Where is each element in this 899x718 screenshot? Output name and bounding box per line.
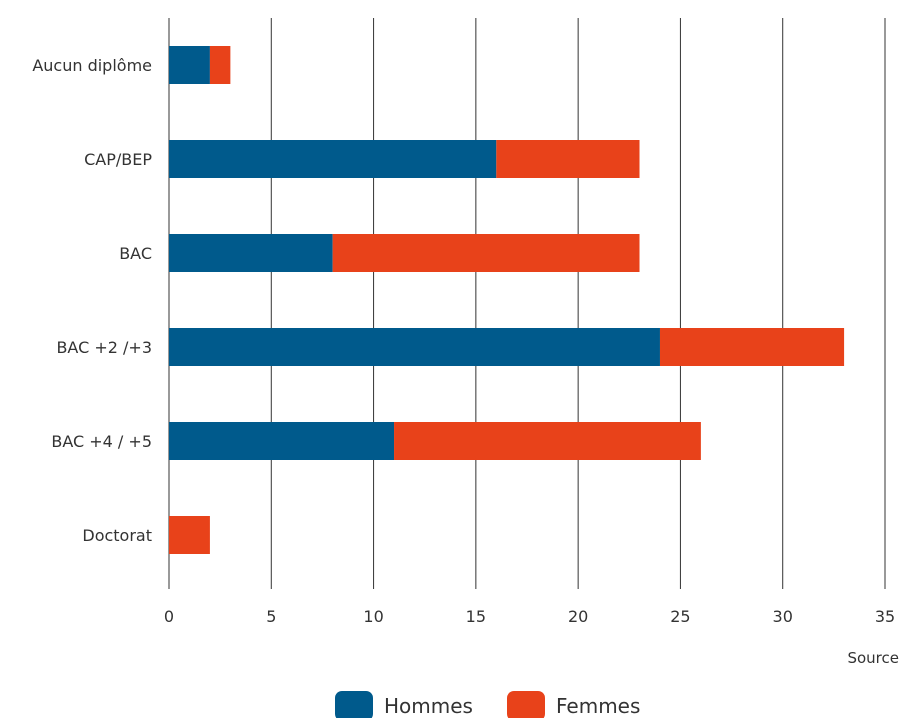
- bar-hommes-2: [169, 234, 333, 272]
- x-tick-label-2: 10: [363, 607, 383, 626]
- category-label-1: CAP/BEP: [84, 150, 152, 169]
- bar-femmes-4: [394, 422, 701, 460]
- bar-femmes-1: [496, 140, 640, 178]
- grid-lines: [168, 18, 886, 589]
- source-label: Source: [847, 649, 899, 667]
- bar-femmes-2: [332, 234, 640, 272]
- legend-label-hommes: Hommes: [384, 694, 473, 718]
- category-label-3: BAC +2 /+3: [56, 338, 152, 357]
- x-tick-label-5: 25: [670, 607, 690, 626]
- bar-hommes-0: [169, 46, 210, 84]
- x-tick-label-6: 30: [773, 607, 793, 626]
- x-tick-label-7: 35: [875, 607, 895, 626]
- x-tick-labels: 0 5 10 15 20 25 30 35: [164, 607, 895, 626]
- legend-swatch-hommes: [335, 691, 373, 718]
- legend-item-hommes: Hommes: [335, 691, 473, 718]
- x-tick-label-0: 0: [164, 607, 174, 626]
- legend-label-femmes: Femmes: [556, 694, 640, 718]
- bar-femmes-3: [659, 328, 845, 366]
- bar-hommes-3: [169, 328, 660, 366]
- x-tick-label-1: 5: [266, 607, 276, 626]
- legend: Hommes Femmes: [335, 691, 640, 718]
- legend-item-femmes: Femmes: [507, 691, 640, 718]
- bar-hommes-4: [169, 422, 395, 460]
- x-tick-label-4: 20: [568, 607, 588, 626]
- category-label-4: BAC +4 / +5: [51, 432, 152, 451]
- category-labels: Aucun diplôme CAP/BEP BAC BAC +2 /+3 BAC +4 …: [32, 56, 152, 545]
- category-label-5: Doctorat: [82, 526, 152, 545]
- category-label-0: Aucun diplôme: [32, 56, 152, 75]
- bars: [169, 46, 845, 554]
- bar-femmes-5: [169, 516, 210, 554]
- legend-swatch-femmes: [507, 691, 545, 718]
- category-label-2: BAC: [119, 244, 152, 263]
- x-tick-label-3: 15: [466, 607, 486, 626]
- bar-femmes-0: [209, 46, 231, 84]
- bar-hommes-1: [169, 140, 497, 178]
